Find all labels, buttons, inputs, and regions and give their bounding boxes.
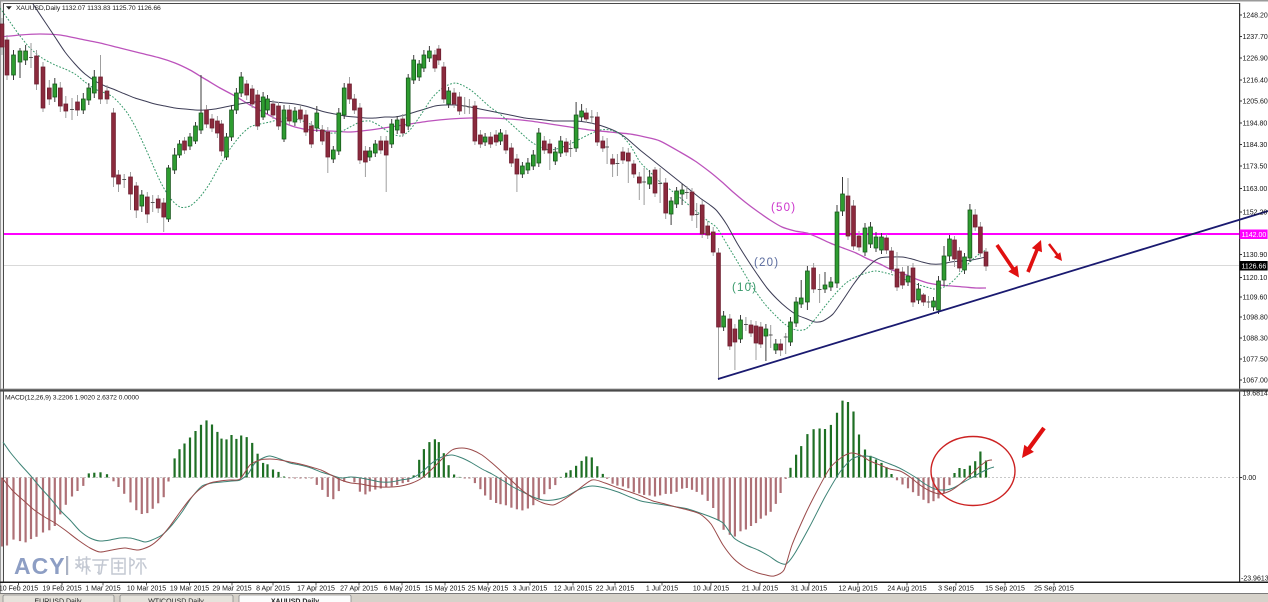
svg-text:15 Sep 2015: 15 Sep 2015 (985, 586, 1025, 593)
svg-text:XAUUSD,Daily 1132.07 1133.83: XAUUSD,Daily 1132.07 1133.83 1125.70 112… (16, 5, 161, 12)
svg-text:(10): (10) (732, 282, 757, 294)
svg-text:1184.30: 1184.30 (1243, 142, 1268, 149)
svg-text:(50): (50) (771, 202, 796, 214)
svg-text:(20): (20) (754, 257, 779, 269)
svg-text:17 Apr 2015: 17 Apr 2015 (297, 586, 335, 593)
svg-text:1248.20: 1248.20 (1243, 13, 1268, 20)
svg-text:19 Feb 2015: 19 Feb 2015 (42, 586, 81, 593)
svg-text:1142.00: 1142.00 (1242, 232, 1267, 239)
svg-text:1194.80: 1194.80 (1243, 121, 1268, 128)
svg-text:1098.80: 1098.80 (1243, 315, 1268, 322)
svg-text:25 May 2015: 25 May 2015 (468, 586, 509, 593)
svg-text:10 Jul 2015: 10 Jul 2015 (693, 586, 729, 593)
svg-text:8 Apr 2015: 8 Apr 2015 (256, 586, 290, 593)
svg-text:1088.30: 1088.30 (1243, 336, 1268, 343)
svg-text:EURUSD,Daily: EURUSD,Daily (34, 599, 82, 602)
svg-text:XAUUSD,Daily: XAUUSD,Daily (271, 599, 319, 602)
svg-text:1077.50: 1077.50 (1243, 357, 1268, 364)
svg-text:22 Jun 2015: 22 Jun 2015 (596, 586, 635, 593)
svg-text:12 Aug 2015: 12 Aug 2015 (838, 586, 877, 593)
svg-text:1163.00: 1163.00 (1243, 186, 1268, 193)
svg-text:-23.9613: -23.9613 (1241, 576, 1268, 583)
svg-text:1130.90: 1130.90 (1243, 252, 1268, 259)
svg-text:1205.60: 1205.60 (1243, 99, 1268, 106)
svg-text:1152.20: 1152.20 (1243, 210, 1268, 217)
svg-text:1226.90: 1226.90 (1243, 56, 1268, 63)
svg-text:19 Mar 2015: 19 Mar 2015 (170, 586, 209, 593)
svg-text:3 Jun 2015: 3 Jun 2015 (513, 586, 548, 593)
svg-text:WTICOUSD,Daily: WTICOUSD,Daily (148, 599, 204, 602)
svg-text:10 Mar 2015: 10 Mar 2015 (127, 586, 166, 593)
svg-text:27 Apr 2015: 27 Apr 2015 (340, 586, 378, 593)
svg-text:ACY: ACY (14, 553, 66, 579)
svg-text:29 Mar 2015: 29 Mar 2015 (212, 586, 251, 593)
svg-text:19.6814: 19.6814 (1243, 391, 1268, 398)
svg-text:3 Sep 2015: 3 Sep 2015 (938, 586, 974, 593)
svg-text:31 Jul 2015: 31 Jul 2015 (791, 586, 827, 593)
svg-text:24 Aug 2015: 24 Aug 2015 (887, 586, 926, 593)
svg-text:1067.00: 1067.00 (1243, 378, 1268, 385)
svg-text:1237.70: 1237.70 (1243, 34, 1268, 41)
svg-text:1120.10: 1120.10 (1243, 275, 1268, 282)
svg-text:0.00: 0.00 (1243, 475, 1257, 482)
svg-text:1216.40: 1216.40 (1243, 78, 1268, 85)
svg-text:21 Jul 2015: 21 Jul 2015 (742, 586, 778, 593)
svg-text:1 Jul 2015: 1 Jul 2015 (646, 586, 678, 593)
svg-text:1173.50: 1173.50 (1243, 164, 1268, 171)
svg-text:15 May 2015: 15 May 2015 (425, 586, 466, 593)
svg-text:10 Feb 2015: 10 Feb 2015 (0, 586, 38, 593)
svg-text:1126.66: 1126.66 (1242, 264, 1267, 271)
svg-text:1 Mar 2015: 1 Mar 2015 (85, 586, 121, 593)
svg-text:MACD(12,26,9) 3.2206 1.9020 2.: MACD(12,26,9) 3.2206 1.9020 2.6372 0.000… (5, 395, 139, 402)
svg-text:1109.60: 1109.60 (1243, 295, 1268, 302)
svg-text:12 Jun 2015: 12 Jun 2015 (554, 586, 593, 593)
svg-text:6 May 2015: 6 May 2015 (384, 586, 421, 593)
svg-text:25 Sep 2015: 25 Sep 2015 (1034, 586, 1074, 593)
